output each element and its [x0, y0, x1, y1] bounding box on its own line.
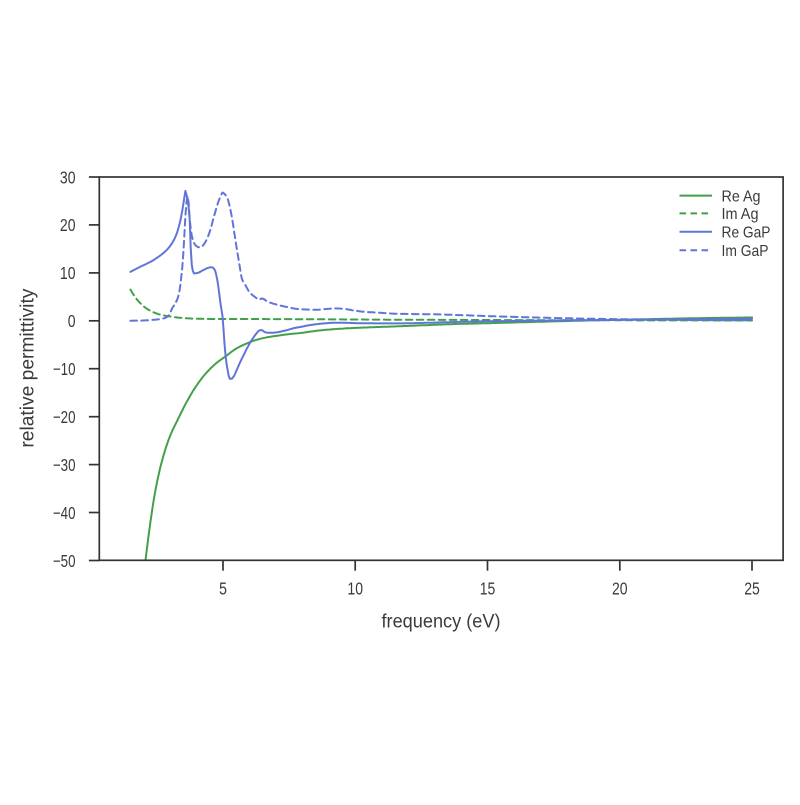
- svg-text:−10: −10: [53, 359, 76, 379]
- svg-text:Im GaP: Im GaP: [722, 243, 769, 260]
- svg-text:−30: −30: [53, 455, 76, 475]
- svg-text:Im Ag: Im Ag: [722, 206, 759, 223]
- svg-text:Re Ag: Re Ag: [722, 188, 761, 205]
- svg-text:10: 10: [347, 579, 363, 599]
- svg-text:Re GaP: Re GaP: [722, 225, 771, 242]
- svg-text:20: 20: [60, 215, 76, 235]
- svg-text:relative permittivity: relative permittivity: [17, 288, 39, 447]
- svg-text:frequency (eV): frequency (eV): [382, 611, 501, 633]
- svg-text:25: 25: [744, 579, 760, 599]
- svg-text:−50: −50: [53, 551, 76, 571]
- svg-text:10: 10: [60, 263, 76, 283]
- svg-text:15: 15: [480, 579, 496, 599]
- svg-text:−20: −20: [53, 407, 76, 427]
- svg-text:−40: −40: [53, 503, 76, 523]
- svg-text:0: 0: [68, 311, 76, 331]
- svg-text:20: 20: [612, 579, 628, 599]
- svg-text:5: 5: [219, 579, 227, 599]
- svg-text:30: 30: [60, 167, 76, 187]
